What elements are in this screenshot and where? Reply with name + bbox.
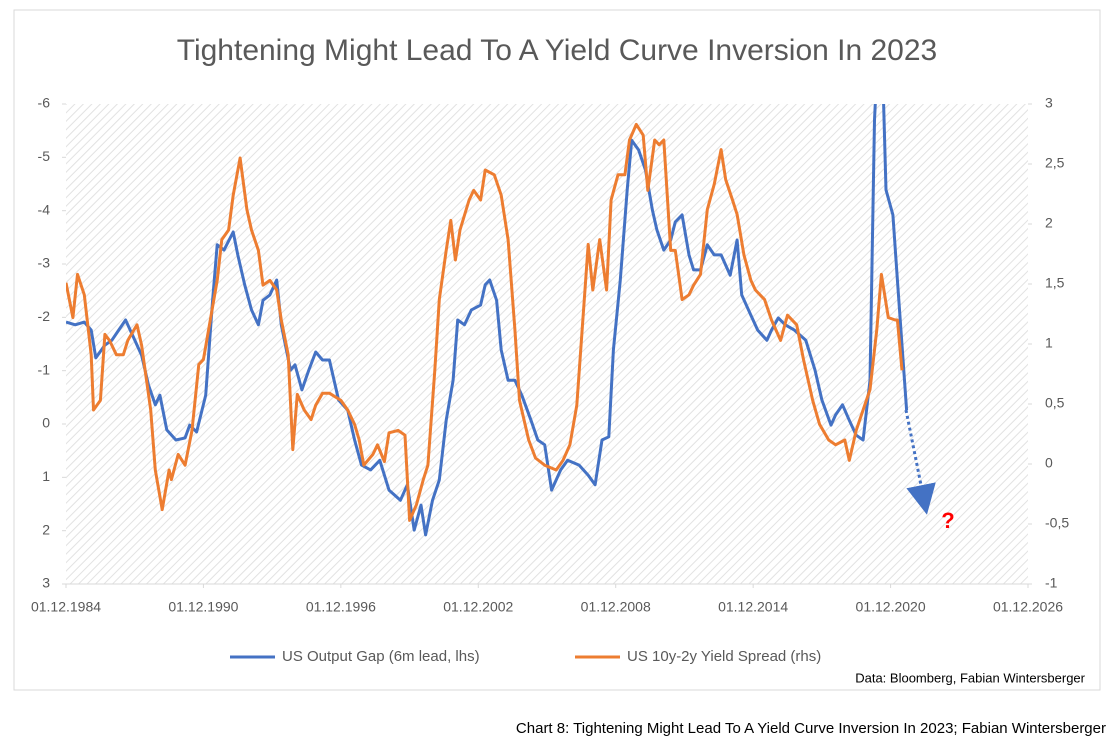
y-tick-label: -4 (38, 201, 51, 217)
y2-tick-label: 1 (1045, 335, 1053, 351)
y-tick-label: 2 (42, 521, 50, 537)
y-tick-label: -2 (38, 308, 51, 324)
y2-tick-label: 2 (1045, 215, 1053, 231)
x-tick-label: 01.12.1996 (306, 599, 376, 615)
x-tick-label: 01.12.2014 (718, 599, 788, 615)
plot-lines (66, 104, 909, 537)
y-tick-label: 1 (42, 468, 50, 484)
x-tick-label: 01.12.2002 (443, 599, 513, 615)
y-tick-label: -1 (38, 361, 51, 377)
legend-label: US 10y-2y Yield Spread (rhs) (627, 648, 821, 665)
y2-tick-label: 0,5 (1045, 395, 1065, 411)
y2-tick-label: -0,5 (1045, 515, 1069, 531)
plot-area (66, 104, 1028, 584)
x-tick-label: 01.12.2020 (856, 599, 926, 615)
x-tick-label: 01.12.2008 (581, 599, 651, 615)
chart-title: Tightening Might Lead To A Yield Curve I… (177, 34, 938, 67)
y-tick-label: -6 (38, 95, 51, 111)
y-tick-label: -5 (38, 148, 51, 164)
y-tick-label: -3 (38, 255, 51, 271)
y2-tick-label: 2,5 (1045, 155, 1065, 171)
y2-tick-label: 3 (1045, 95, 1053, 111)
series-line (66, 122, 904, 522)
y2-tick-label: 0 (1045, 455, 1053, 471)
x-tick-label: 01.12.2026 (993, 599, 1063, 615)
y2-tick-label: 1,5 (1045, 275, 1065, 291)
y-tick-label: 3 (42, 575, 50, 591)
source: Data: Bloomberg, Fabian Wintersberger (855, 670, 1085, 685)
annotation: ? (941, 508, 954, 533)
x-tick-label: 01.12.1984 (31, 599, 101, 615)
legend-label: US Output Gap (6m lead, lhs) (282, 648, 480, 665)
y-tick-label: 0 (42, 415, 50, 431)
y2-tick-label: -1 (1045, 575, 1058, 591)
x-tick-label: 01.12.1990 (168, 599, 238, 615)
series-line (66, 104, 909, 537)
caption: Chart 8: Tightening Might Lead To A Yiel… (516, 720, 1106, 737)
